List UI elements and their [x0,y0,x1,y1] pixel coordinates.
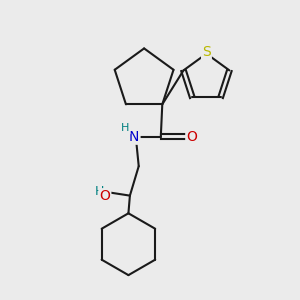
Text: H: H [121,124,130,134]
Text: S: S [202,45,211,59]
Text: N: N [129,130,140,144]
Text: O: O [186,130,197,144]
Text: H: H [94,185,104,198]
Text: O: O [99,189,110,203]
